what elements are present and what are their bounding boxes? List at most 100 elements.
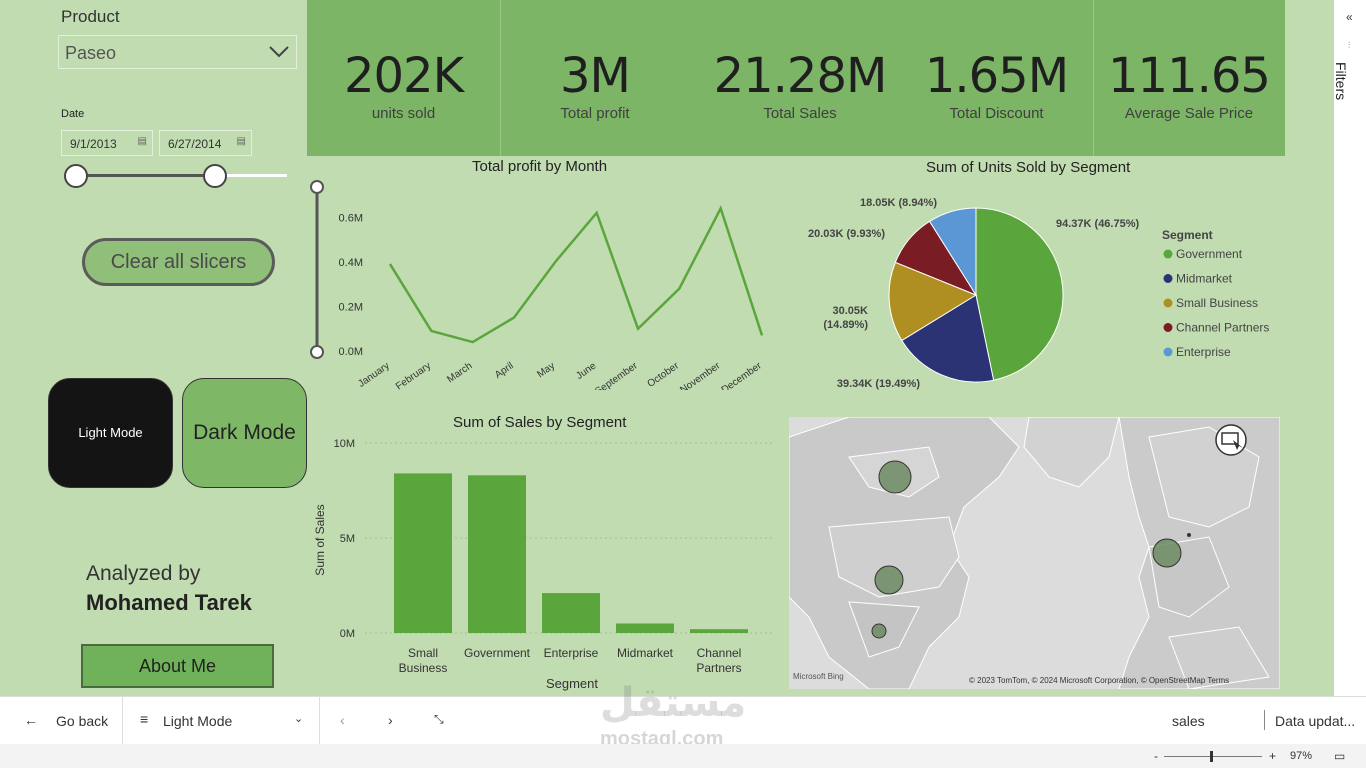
chevron-down-icon[interactable]: ⌄: [294, 713, 304, 725]
x-tick-label: May: [535, 360, 557, 380]
bar-chart-title: Sum of Sales by Segment: [453, 414, 627, 431]
kpi-value: 1.65M: [924, 48, 1069, 104]
dataset-name: sales: [1172, 713, 1205, 729]
y-tick-label: 0.0M: [339, 346, 363, 358]
kpi-label: Total Sales: [763, 105, 837, 122]
pie-data-label: 18.05K (8.94%): [860, 197, 937, 209]
chevron-left-icon[interactable]: «: [1346, 10, 1353, 24]
toolbar-divider: [319, 696, 320, 744]
zoom-slider-handle: [310, 345, 324, 359]
date-start-value: 9/1/2013: [70, 137, 117, 151]
pie-slice-midmarket: [901, 294, 995, 383]
x-tick-label: February: [394, 360, 433, 390]
pie-data-label: 39.34K (19.49%): [837, 378, 920, 390]
chevron-down-icon: [269, 46, 289, 58]
bar-enterprise: [542, 593, 600, 633]
x-tick-label: January: [356, 360, 391, 389]
kpi-strip: [307, 0, 1285, 156]
calendar-icon[interactable]: ▤: [236, 136, 246, 147]
product-dropdown[interactable]: Paseo: [58, 35, 297, 69]
filters-label[interactable]: Filters: [1333, 62, 1349, 101]
dark-mode-button[interactable]: Dark Mode: [182, 378, 307, 488]
bar-small-business: [394, 473, 452, 633]
x-tick-label: June: [574, 360, 598, 382]
map-bubble: [1187, 533, 1191, 537]
legend-marker: [1163, 323, 1173, 332]
pie-chart-title: Sum of Units Sold by Segment: [926, 159, 1131, 176]
map-bubble: [871, 623, 887, 639]
line-point: [636, 327, 640, 331]
collapse-icon[interactable]: ⤡: [434, 712, 444, 726]
profit-by-month-line-chart[interactable]: 0.0M 0.2M 0.4M 0.6M January February March Apri…: [300, 175, 780, 390]
date-slider-end-handle[interactable]: [203, 164, 227, 188]
kpi-card-total-sales: 21.28M Total Sales: [700, 0, 900, 156]
go-back-button[interactable]: Go back: [56, 713, 109, 729]
toolbar-divider: [122, 696, 123, 744]
y-tick-label: 0.6M: [339, 212, 363, 224]
zoom-slider[interactable]: [1164, 756, 1262, 757]
filters-pane[interactable]: « ⫶: [1333, 0, 1366, 696]
fit-to-page-icon[interactable]: ▭: [1334, 749, 1346, 763]
analyzed-by-label: Analyzed by: [86, 562, 201, 585]
kpi-value: 111.65: [1108, 48, 1271, 104]
zoom-slider-thumb[interactable]: [1210, 751, 1213, 762]
x-tick-label: Channel: [697, 646, 742, 660]
watermark-arabic: مستقل: [600, 681, 747, 725]
zoom-out-button[interactable]: -: [1154, 749, 1158, 763]
y-tick-label: 5M: [340, 533, 355, 545]
y-tick-label: 0.2M: [339, 301, 363, 313]
kpi-divider: [500, 0, 501, 156]
kpi-card-total-discount: 1.65M Total Discount: [900, 0, 1093, 156]
date-end-input[interactable]: 6/27/2014 ▤: [159, 130, 252, 156]
pie-data-label: 20.03K (9.93%): [808, 228, 885, 240]
focus-mode-icon: [1215, 424, 1247, 456]
clear-all-slicers-button[interactable]: Clear all slicers: [82, 238, 275, 286]
page-selector[interactable]: Light Mode: [163, 713, 233, 729]
x-tick-label: Partners: [696, 661, 741, 675]
previous-page-icon[interactable]: ‹: [340, 712, 345, 728]
zoom-level[interactable]: 97%: [1290, 750, 1313, 762]
calendar-icon[interactable]: ▤: [137, 136, 147, 147]
line-point: [471, 340, 475, 344]
data-updated-status[interactable]: Data updat...: [1275, 713, 1356, 729]
date-slicer-title: Date: [61, 108, 85, 120]
map-provider-logo: Microsoft Bing: [793, 672, 844, 681]
line-point: [512, 316, 516, 320]
arrow-left-icon[interactable]: ←: [24, 712, 38, 728]
line-point: [595, 211, 599, 215]
about-me-button[interactable]: About Me: [81, 644, 274, 688]
sales-map[interactable]: Microsoft Bing © 2023 TomTom, © 2024 Mic…: [789, 417, 1280, 689]
date-start-input[interactable]: 9/1/2013 ▤: [61, 130, 153, 156]
x-tick-label: November: [678, 360, 723, 390]
bar-channel-partners: [690, 629, 748, 633]
x-tick-label: Government: [464, 646, 531, 660]
legend-item: Enterprise: [1176, 345, 1231, 359]
zoom-in-button[interactable]: +: [1269, 749, 1277, 763]
x-tick-label: March: [445, 360, 474, 385]
pie-slice-government: [975, 207, 1064, 381]
kpi-value: 3M: [560, 48, 631, 104]
product-slicer-title: Product: [61, 7, 120, 26]
kpi-label: units sold: [371, 105, 436, 122]
pie-slice-enterprise: [928, 207, 977, 297]
toolbar-divider: [1264, 710, 1265, 730]
y-tick-label: 0M: [340, 628, 355, 640]
line-chart-title: Total profit by Month: [472, 158, 608, 175]
units-by-segment-pie-chart[interactable]: 94.37K (46.75%) 39.34K (19.49%) 30.05K (14.…: [790, 180, 1290, 410]
legend-item: Small Business: [1176, 296, 1258, 310]
light-mode-button[interactable]: Light Mode: [48, 378, 173, 488]
line-point: [388, 262, 392, 266]
date-slider-start-handle[interactable]: [64, 164, 88, 188]
zoom-slider-handle: [310, 180, 324, 194]
x-tick-label: September: [593, 360, 640, 390]
line-point: [677, 287, 681, 291]
kpi-value: 202K: [343, 48, 464, 104]
x-tick-label: Business: [399, 661, 448, 675]
kpi-card-units-sold: 202K units sold: [307, 0, 500, 156]
bar-government: [468, 475, 526, 633]
date-end-value: 6/27/2014: [168, 137, 222, 151]
y-axis-label: Sum of Sales: [313, 504, 327, 575]
next-page-icon[interactable]: ›: [388, 712, 393, 728]
map-attribution[interactable]: © 2023 TomTom, © 2024 Microsoft Corporat…: [969, 676, 1230, 685]
